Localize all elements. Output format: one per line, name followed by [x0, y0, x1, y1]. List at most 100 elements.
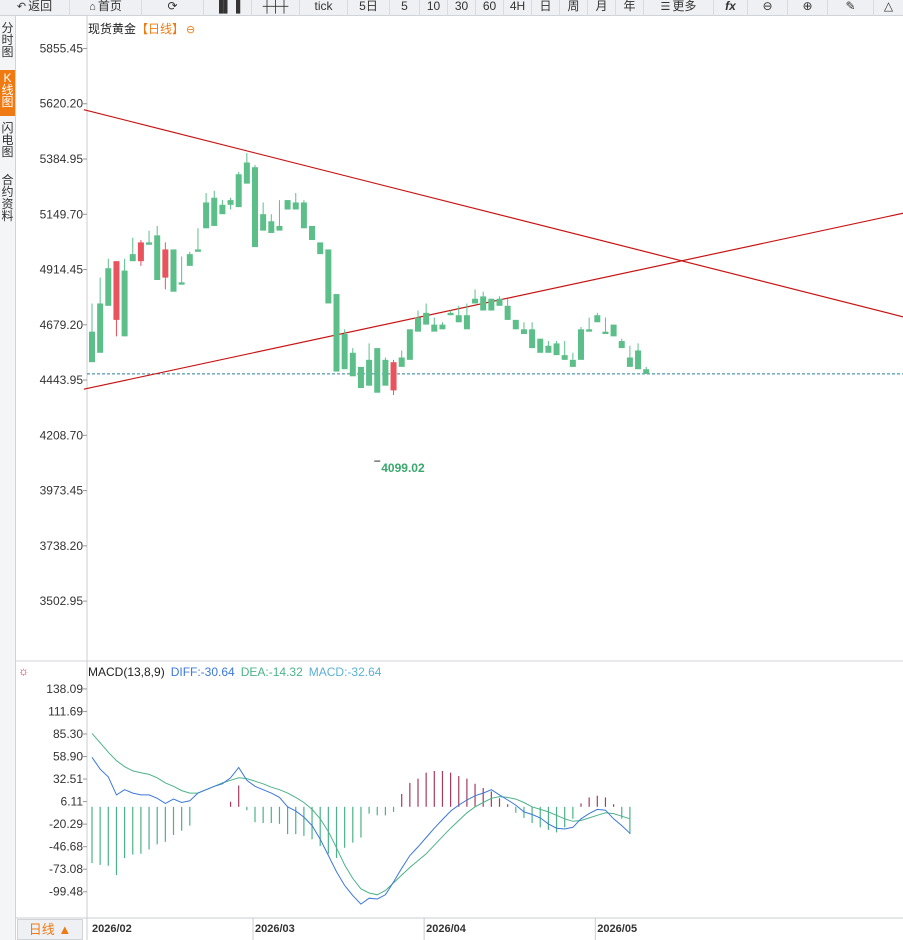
period-60min-button[interactable]: 60: [476, 0, 504, 16]
candle-chart-button[interactable]: ┼┼┼: [252, 0, 300, 16]
formula-button[interactable]: fx: [714, 0, 748, 16]
zoom-out-button[interactable]: ⊖: [748, 0, 788, 16]
trend-line: [83, 109, 903, 318]
price-tick-label: 3973.45: [40, 484, 84, 498]
home-icon: ⌂: [89, 1, 96, 13]
candle-body: [488, 298, 495, 311]
view-sidebar: 分时图 K线图 闪电图 合约资料: [0, 16, 16, 940]
candle-body: [137, 242, 144, 262]
candle-body: [89, 331, 95, 363]
candle-body: [455, 315, 462, 323]
chart-title: 现货黄金【日线】 ⊖: [88, 20, 195, 37]
price-tick-label: 5855.45: [40, 41, 84, 55]
zoom-out-icon: ⊖: [762, 0, 773, 13]
candle-body: [211, 197, 218, 226]
macd-tick-label: -46.68: [49, 840, 83, 854]
candle-body: [366, 359, 373, 386]
pencil-icon: ✎: [845, 0, 856, 13]
macd-dea-value: DEA:-14.32: [240, 665, 303, 679]
back-arrow-icon: ↶: [16, 1, 27, 13]
price-tick-label: 5149.70: [40, 207, 84, 221]
draw-line-button[interactable]: ✎: [828, 0, 874, 16]
candle-body: [260, 214, 267, 231]
candle-body: [463, 315, 470, 330]
bar-chart-button[interactable]: ▐▌▐: [204, 0, 252, 16]
candle-body: [325, 249, 332, 304]
candle-body: [586, 329, 593, 332]
macd-tick-label: -20.29: [49, 817, 83, 831]
candle-body: [602, 331, 609, 334]
period-30min-button[interactable]: 30: [448, 0, 476, 16]
tab-kline[interactable]: K线图: [0, 70, 15, 116]
period-day-button[interactable]: 日: [532, 0, 560, 16]
macd-value: MACD:-32.64: [308, 665, 382, 679]
candle-body: [333, 294, 340, 372]
menu-icon: ☰: [660, 1, 671, 13]
candle-body: [415, 317, 421, 332]
tick-button[interactable]: tick: [300, 0, 348, 16]
tab-contract-info[interactable]: 合约资料: [1, 173, 14, 223]
minus-circle-icon[interactable]: ⊖: [186, 24, 196, 36]
candle-body: [594, 315, 601, 323]
min-price-label: 4099.02: [381, 461, 425, 475]
candle-body: [219, 204, 226, 215]
candle-body: [300, 202, 307, 229]
macd-tick-label: 85.30: [53, 727, 83, 741]
candle-body: [472, 298, 479, 304]
candle-body: [537, 338, 544, 353]
candle-body: [349, 352, 356, 377]
candle-body: [121, 270, 128, 337]
candle-body: [382, 359, 389, 386]
candle-body: [578, 329, 584, 360]
candle-body: [292, 202, 299, 210]
home-button[interactable]: ⌂ 首页: [70, 0, 142, 16]
price-tick-label: 4679.20: [40, 318, 84, 332]
period-5day-button[interactable]: 5日: [348, 0, 390, 16]
candle-body: [357, 366, 364, 389]
price-tick-label: 5620.20: [40, 97, 84, 111]
candlestick-icon: ┼┼┼: [262, 0, 289, 13]
period-5min-button[interactable]: 5: [390, 0, 420, 16]
candle-body: [162, 249, 169, 278]
price-tick-label: 3502.95: [40, 594, 84, 608]
period-week-button[interactable]: 周: [560, 0, 588, 16]
candle-body: [406, 329, 413, 360]
candle-body: [398, 357, 405, 367]
candle-body: [146, 242, 153, 245]
candle-body: [252, 167, 258, 248]
period-month-button[interactable]: 月: [588, 0, 616, 16]
refresh-button[interactable]: ⟳: [142, 0, 204, 16]
candle-body: [284, 200, 291, 210]
dea-line: [91, 733, 631, 896]
sun-settings-icon[interactable]: ☼: [18, 664, 29, 678]
date-label: 2026/02: [92, 923, 132, 935]
tab-lightning[interactable]: 闪电图: [1, 121, 14, 159]
candle-body: [97, 303, 104, 353]
macd-tick-label: 111.69: [48, 704, 83, 718]
candle-body: [276, 225, 283, 231]
candle-body: [423, 312, 430, 325]
period-10min-button[interactable]: 10: [420, 0, 448, 16]
period-4h-button[interactable]: 4H: [504, 0, 532, 16]
price-tick-label: 4208.70: [40, 428, 84, 442]
refresh-icon: ⟳: [167, 0, 178, 13]
macd-tick-label: 138.09: [46, 682, 83, 696]
shape-button[interactable]: △: [874, 0, 903, 16]
candle-body: [268, 221, 275, 233]
period-label: 【日线】: [136, 22, 185, 36]
price-tick-label: 4914.45: [40, 263, 84, 277]
candle-body: [317, 242, 324, 255]
period-selector-button[interactable]: 日线 ▲: [17, 919, 83, 940]
candle-body: [194, 249, 201, 252]
candle-body: [626, 357, 633, 367]
zoom-in-button[interactable]: ⊕: [788, 0, 828, 16]
candle-body: [170, 249, 177, 292]
more-button[interactable]: ☰ 更多: [644, 0, 714, 16]
instrument-name: 现货黄金: [88, 22, 137, 36]
back-button[interactable]: ↶ 返回: [0, 0, 70, 16]
candle-body: [553, 343, 560, 356]
tab-timeshare[interactable]: 分时图: [1, 21, 14, 59]
candle-body: [529, 329, 536, 349]
period-year-button[interactable]: 年: [616, 0, 644, 16]
